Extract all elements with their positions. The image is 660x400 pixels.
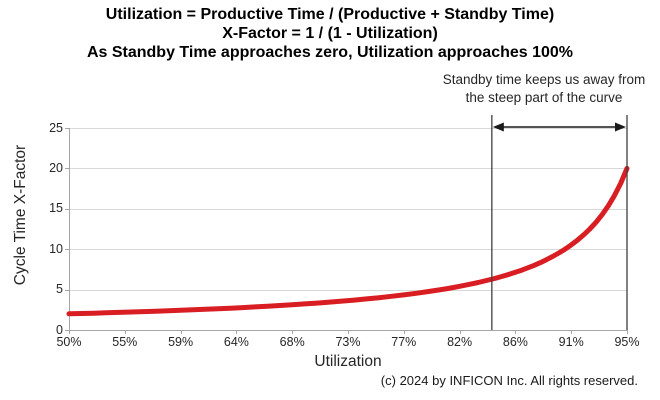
y-tick-label: 10 [49,241,63,256]
curve-line [66,165,630,317]
chart-title: Utilization = Productive Time / (Product… [0,5,660,62]
y-tick-label: 25 [49,120,63,135]
x-tick-label: 77% [391,335,417,349]
x-tick-label: 86% [502,335,528,349]
x-axis-title: Utilization [314,353,382,370]
chart-title-line-3: As Standby Time approaches zero, Utiliza… [86,44,574,61]
y-tick-label: 5 [56,282,63,297]
copyright-notice: (c) 2024 by INFICON Inc. All rights rese… [380,373,638,388]
x-tick-label: 64% [223,335,249,349]
x-tick-label: 82% [447,335,473,349]
y-tick-label: 0 [56,322,63,337]
x-tick-label: 91% [558,335,584,349]
y-tick-label: 15 [49,201,63,216]
x-tick-label: 50% [56,335,82,349]
annotation-line-2: the steep part of the curve [465,90,623,105]
x-tick-label: 95% [614,335,640,349]
x-tick-label: 59% [168,335,194,349]
chart-title-line-2: X-Factor = 1 / (1 - Utilization) [222,25,438,42]
annotation-line-1: Standby time keeps us away from [442,72,646,87]
range-arrow-head-right [615,122,626,132]
x-tick-label: 68% [279,335,305,349]
range-arrow-head-left [492,122,504,132]
chart-title-line-1: Utilization = Productive Time / (Product… [105,6,555,23]
y-tick-label: 20 [49,160,63,175]
x-tick-label: 73% [335,335,361,349]
standby-annotation: Standby time keeps us away from the stee… [434,71,654,107]
x-tick-label: 55% [112,335,138,349]
